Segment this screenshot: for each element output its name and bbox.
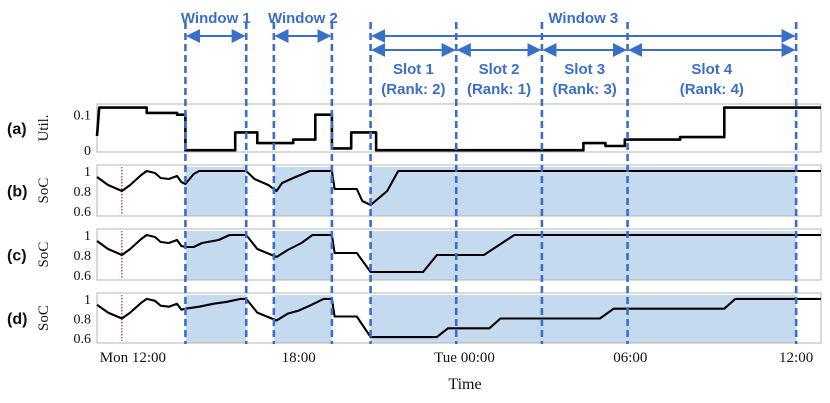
shade-window-2-panel-4: [273, 295, 332, 343]
shade-window-1-panel-3: [185, 231, 247, 280]
y-tick-label: 1: [84, 165, 91, 180]
slot-rank-1: (Rank: 2): [381, 81, 445, 98]
y-axis-title: SoC: [36, 305, 52, 331]
y-tick-label: 0.1: [74, 109, 92, 124]
x-tick-label: Tue 00:00: [434, 350, 495, 366]
window-label-1: Window 1: [181, 10, 251, 27]
slot-label-2: Slot 2: [479, 61, 520, 78]
y-axis-title: SoC: [36, 242, 52, 268]
shade-window-1-panel-2: [185, 167, 247, 216]
x-axis-title: Time: [448, 376, 481, 393]
slot-rank-2: (Rank: 1): [467, 81, 531, 98]
axes-boxes: [96, 103, 822, 344]
slot-label-4: Slot 4: [691, 61, 732, 78]
x-tick-label: 06:00: [613, 350, 647, 366]
y-tick-label: 0.8: [74, 185, 92, 200]
axes-box-panel-1: [96, 103, 822, 153]
y-tick-label: 0.6: [74, 332, 92, 347]
panel-tag: (a): [7, 121, 27, 138]
axes-box-panel-4: [96, 292, 822, 344]
y-tick-label: 1: [84, 293, 91, 308]
series-line-panel-4: [96, 297, 821, 339]
panel-tag: (c): [7, 248, 27, 265]
shade-window-2-panel-2: [273, 167, 332, 216]
axis-labels: 0 0.1 Util. (a) 1 0.8 0.6 SoC (b) 1 0.8 0.6 SoC (c) 1 0…: [7, 109, 813, 366]
x-tick-label: 12:00: [779, 350, 813, 366]
slot-rank-4: (Rank: 4): [680, 81, 744, 98]
y-tick-label: 1: [84, 229, 91, 244]
slot-rank-3: (Rank: 3): [553, 81, 617, 98]
window-annotations: Window 1 Window 2 Window 3 Slot 1 (Rank: 2) S…: [181, 10, 796, 98]
window-dividers: [184, 22, 798, 344]
x-tick-label: Mon 12:00: [100, 350, 166, 366]
shade-window-3-panel-2: [370, 167, 797, 216]
axes-box-panel-2: [96, 164, 822, 217]
slot-label-1: Slot 1: [393, 61, 434, 78]
panel-tag: (b): [7, 184, 27, 201]
shade-window-3-panel-3: [370, 231, 797, 280]
shaded-regions: [185, 167, 797, 343]
y-tick-label: 0.6: [74, 205, 92, 220]
window-label-2: Window 2: [268, 10, 338, 27]
y-axis-title: SoC: [36, 178, 52, 204]
panel-tag: (d): [7, 311, 27, 328]
shade-window-2-panel-3: [273, 231, 332, 280]
y-tick-label: 0.6: [74, 269, 92, 284]
slot-label-3: Slot 3: [564, 61, 605, 78]
y-tick-label: 0: [84, 144, 91, 159]
shade-window-1-panel-4: [185, 295, 247, 343]
series-line-panel-3: [96, 233, 821, 274]
axes-box-panel-3: [96, 228, 822, 281]
window-label-3: Window 3: [548, 10, 618, 27]
y-tick-label: 0.8: [74, 312, 92, 327]
x-tick-label: 18:00: [282, 350, 316, 366]
series-line-panel-1: [95, 106, 821, 152]
y-axis-title: Util.: [36, 114, 52, 141]
y-tick-label: 0.8: [74, 249, 92, 264]
